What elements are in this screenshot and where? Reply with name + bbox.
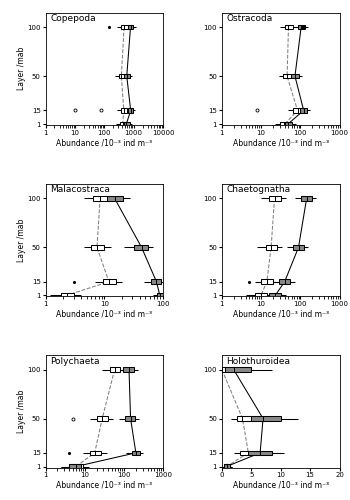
Bar — [255, 293, 267, 298]
Bar — [121, 108, 127, 112]
Y-axis label: Layer /mab: Layer /mab — [17, 390, 26, 433]
Bar — [121, 25, 128, 29]
Bar — [124, 74, 130, 78]
Bar — [93, 196, 109, 200]
Bar — [285, 25, 293, 29]
Bar — [224, 464, 230, 468]
Bar — [69, 464, 83, 468]
Bar — [269, 196, 281, 200]
Text: Holothuroidea: Holothuroidea — [226, 356, 290, 366]
X-axis label: Abundance /10⁻³ ind m⁻³: Abundance /10⁻³ ind m⁻³ — [233, 480, 329, 490]
Bar — [248, 450, 272, 455]
Bar — [224, 464, 230, 468]
Bar — [157, 293, 163, 298]
Bar — [293, 245, 304, 250]
Text: Polychaeta: Polychaeta — [50, 356, 100, 366]
Bar — [225, 368, 251, 372]
Bar — [123, 368, 134, 372]
X-axis label: Abundance /10⁻³ ind m⁻³: Abundance /10⁻³ ind m⁻³ — [56, 138, 152, 147]
Bar — [134, 245, 148, 250]
Bar — [291, 74, 299, 78]
Bar — [298, 25, 305, 29]
Text: Ostracoda: Ostracoda — [226, 14, 273, 23]
Bar — [269, 293, 281, 298]
Bar — [103, 280, 116, 284]
Bar — [107, 196, 123, 200]
Y-axis label: Layer /mab: Layer /mab — [17, 218, 26, 262]
Bar — [300, 108, 307, 112]
Bar — [110, 368, 120, 372]
Bar — [69, 464, 81, 468]
X-axis label: Abundance /10⁻³ ind m⁻³: Abundance /10⁻³ ind m⁻³ — [56, 480, 152, 490]
Bar — [125, 416, 135, 420]
Bar — [251, 416, 281, 420]
Bar — [266, 245, 277, 250]
Bar — [132, 450, 140, 455]
Text: Copepoda: Copepoda — [50, 14, 96, 23]
Bar — [120, 122, 126, 126]
Bar — [222, 368, 225, 372]
Bar — [301, 196, 312, 200]
Bar — [280, 122, 289, 126]
X-axis label: Abundance /10⁻³ ind m⁻³: Abundance /10⁻³ ind m⁻³ — [233, 310, 329, 318]
Bar — [119, 74, 124, 78]
Bar — [279, 280, 290, 284]
Bar — [151, 280, 161, 284]
Bar — [97, 416, 108, 420]
Bar — [128, 108, 133, 112]
Bar — [283, 74, 291, 78]
Y-axis label: Layer /mab: Layer /mab — [17, 47, 26, 90]
Bar — [293, 108, 301, 112]
Bar — [124, 122, 130, 126]
Text: Malacostraca: Malacostraca — [50, 186, 110, 194]
Bar — [284, 122, 292, 126]
X-axis label: Abundance /10⁻³ ind m⁻³: Abundance /10⁻³ ind m⁻³ — [233, 138, 329, 147]
Bar — [237, 416, 254, 420]
Bar — [239, 450, 260, 455]
Bar — [261, 280, 273, 284]
Bar — [61, 293, 74, 298]
Bar — [90, 450, 101, 455]
Bar — [91, 245, 104, 250]
X-axis label: Abundance /10⁻³ ind m⁻³: Abundance /10⁻³ ind m⁻³ — [56, 310, 152, 318]
Text: Chaetognatha: Chaetognatha — [226, 186, 291, 194]
Bar — [128, 25, 133, 29]
